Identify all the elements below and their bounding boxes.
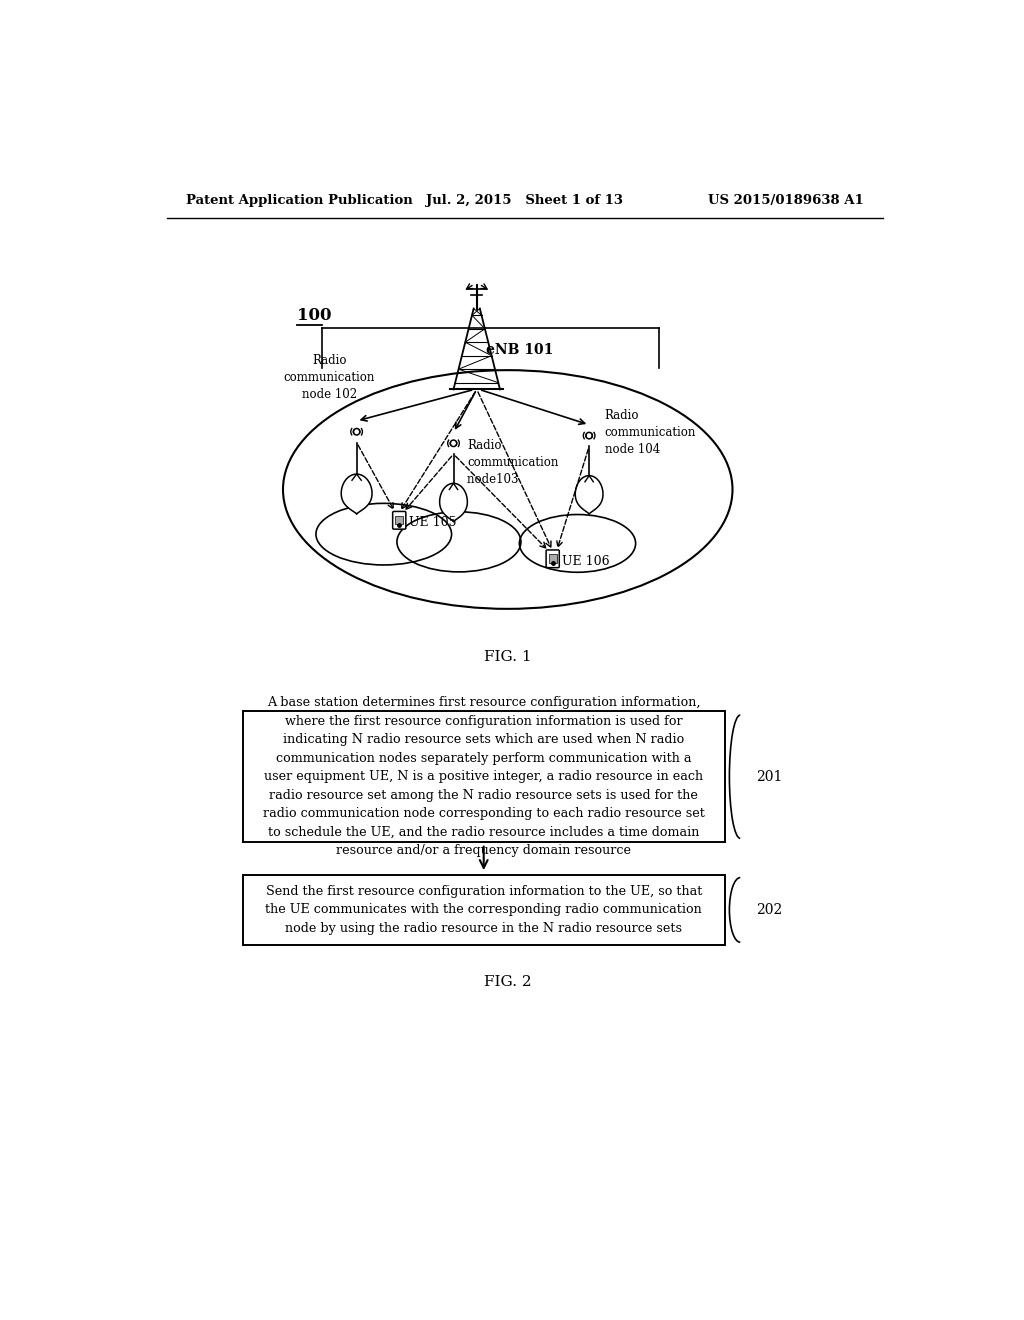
Bar	[549, 554, 557, 562]
Text: Patent Application Publication: Patent Application Publication	[186, 194, 413, 207]
Bar	[243, 711, 725, 842]
FancyBboxPatch shape	[392, 511, 406, 529]
Text: Send the first resource configuration information to the UE, so that
the UE comm: Send the first resource configuration in…	[265, 884, 702, 935]
Polygon shape	[575, 475, 603, 513]
Text: FIG. 2: FIG. 2	[484, 974, 531, 989]
Text: FIG. 1: FIG. 1	[484, 649, 531, 664]
FancyBboxPatch shape	[546, 550, 559, 568]
Text: Radio
communication
node⁠103: Radio communication node⁠103	[467, 440, 559, 487]
Text: UE 105: UE 105	[409, 516, 456, 529]
Text: 201: 201	[757, 770, 783, 784]
Text: A base station determines first resource configuration information,
where the fi: A base station determines first resource…	[263, 696, 705, 857]
Polygon shape	[439, 483, 467, 521]
Text: UE 106: UE 106	[562, 554, 609, 568]
Bar	[395, 516, 403, 524]
Text: Radio
communication
node 102: Radio communication node 102	[284, 354, 375, 401]
Text: Jul. 2, 2015   Sheet 1 of 13: Jul. 2, 2015 Sheet 1 of 13	[426, 194, 624, 207]
Text: Radio
communication
node 104: Radio communication node 104	[604, 409, 696, 455]
Text: eNB 101: eNB 101	[486, 343, 553, 358]
Text: 100: 100	[297, 308, 332, 323]
Text: 202: 202	[757, 903, 782, 917]
Text: US 2015/0189638 A1: US 2015/0189638 A1	[709, 194, 864, 207]
Bar	[243, 874, 725, 945]
Polygon shape	[341, 474, 372, 513]
